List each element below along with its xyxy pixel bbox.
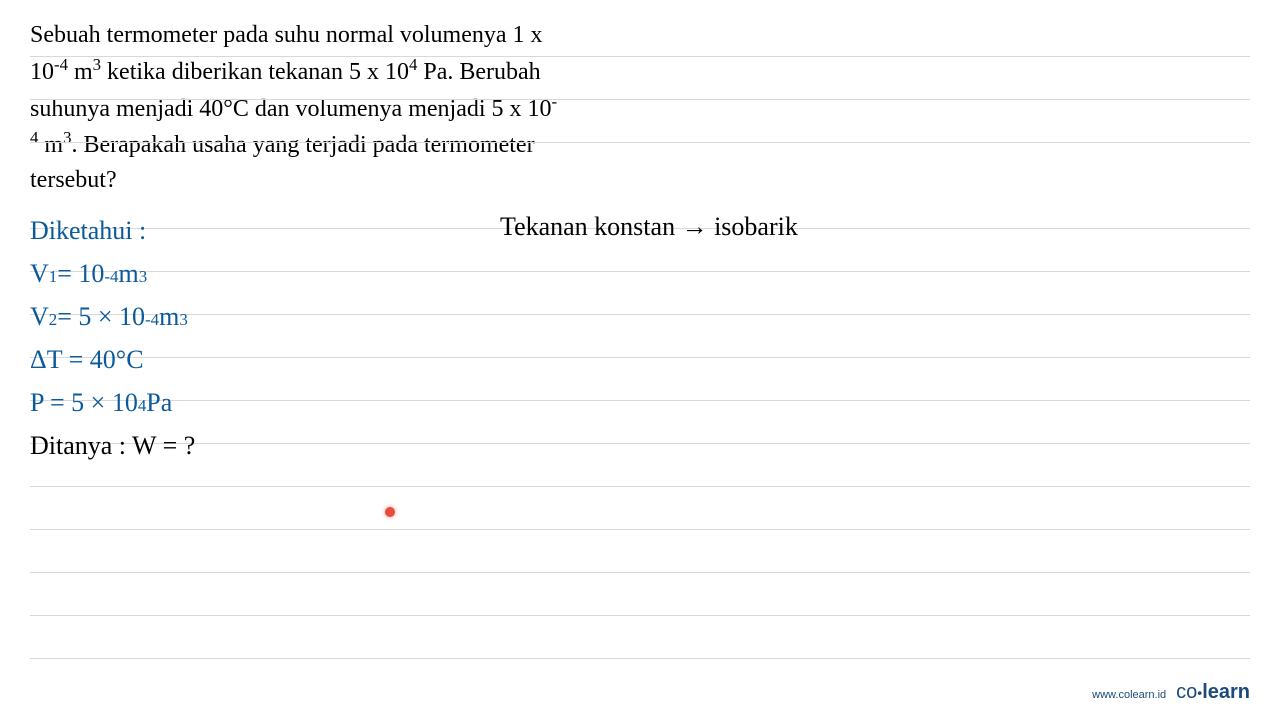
rule-line — [30, 529, 1250, 530]
rule-line — [30, 56, 1250, 57]
arrow-icon: → — [682, 212, 708, 242]
q-line1: Sebuah termometer pada suhu normal volum… — [30, 22, 543, 48]
given-v2: V2 = 5 × 10-4 m3 — [30, 296, 1250, 339]
footer-url: www.colearn.id — [1092, 689, 1166, 701]
annotation-text1: Tekanan konstan — [500, 212, 682, 241]
given-v1: V1 = 10-4 m3 — [30, 253, 1250, 296]
footer-logo: co•learn — [1176, 681, 1250, 704]
given-dt: ΔT = 40 °C — [30, 339, 1250, 382]
annotation-isobarik: Tekanan konstan → isobarik — [500, 212, 798, 242]
rule-line — [30, 486, 1250, 487]
rule-line — [30, 572, 1250, 573]
rule-line — [30, 615, 1250, 616]
rule-line — [30, 142, 1250, 143]
given-p: P = 5 × 104 Pa — [30, 382, 1250, 425]
solution-area: Diketahui : V1 = 10-4 m3 V2 = 5 × 10-4 m… — [30, 210, 1250, 468]
rule-line — [30, 658, 1250, 659]
rule-line — [30, 99, 1250, 100]
pointer-dot-icon — [385, 507, 395, 517]
annotation-text2: isobarik — [708, 212, 798, 241]
footer: www.colearn.id co•learn — [1092, 681, 1250, 704]
asked-label: Ditanya : W = ? — [30, 425, 1250, 468]
